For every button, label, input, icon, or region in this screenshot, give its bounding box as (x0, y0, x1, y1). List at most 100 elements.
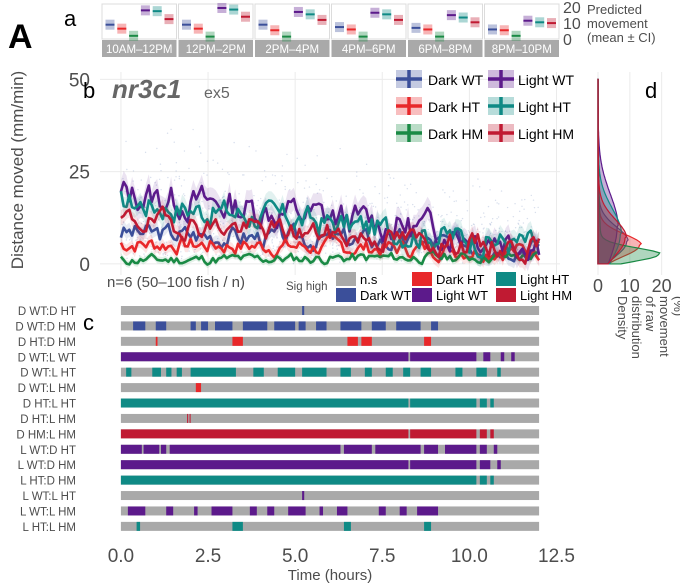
raw-point (174, 199, 177, 201)
raw-point (138, 198, 141, 201)
raw-point (335, 245, 338, 247)
raw-point (482, 236, 484, 239)
heat-segment (127, 506, 146, 516)
raw-point (478, 186, 481, 188)
legend-label: Light HT (518, 99, 571, 115)
raw-point (454, 246, 457, 249)
raw-point (255, 150, 257, 152)
raw-point (175, 170, 177, 172)
raw-point (202, 239, 204, 242)
heat-segment (232, 336, 243, 346)
raw-point (450, 211, 452, 213)
raw-point (221, 239, 224, 242)
raw-point (308, 186, 311, 188)
raw-point (138, 255, 141, 257)
raw-point (482, 232, 484, 234)
raw-point (226, 221, 228, 223)
ytick-a: 10 (563, 16, 581, 33)
raw-point (248, 145, 250, 148)
raw-point (295, 241, 297, 244)
heat-segment (497, 367, 501, 377)
raw-point (339, 147, 341, 150)
heat-segment (424, 521, 432, 531)
raw-point (499, 248, 501, 251)
heat-segment (417, 506, 439, 516)
raw-point (403, 201, 406, 203)
raw-point (391, 223, 393, 226)
raw-point (332, 247, 334, 249)
raw-point (384, 197, 386, 199)
heat-segment (410, 460, 477, 470)
raw-point (181, 245, 184, 247)
raw-point (174, 194, 176, 196)
heat-segment (420, 367, 432, 377)
panel-c: Sig high n.s Dark HT Light HT Dark WT Light W… (15, 272, 575, 584)
raw-point (313, 208, 315, 211)
heat-segment (396, 321, 421, 331)
heat-segment (155, 336, 158, 346)
raw-point (405, 209, 407, 211)
heat-segment (133, 321, 146, 331)
raw-point (338, 252, 341, 254)
raw-point (180, 185, 183, 187)
raw-point (274, 174, 276, 177)
raw-point (489, 224, 492, 226)
heat-segment (343, 521, 351, 531)
raw-point (437, 214, 440, 216)
raw-point (158, 178, 161, 180)
raw-point (208, 205, 210, 207)
raw-point (289, 189, 291, 191)
raw-point (322, 224, 324, 227)
raw-point (409, 183, 412, 186)
panel-label-b: b (83, 78, 95, 103)
raw-point (216, 162, 219, 164)
raw-point (512, 215, 515, 218)
raw-point (122, 177, 124, 180)
raw-point (345, 195, 347, 197)
heat-row-bg (120, 413, 540, 423)
raw-point (223, 195, 225, 198)
raw-point (409, 238, 412, 240)
panel-label-d: d (645, 78, 657, 103)
raw-point (530, 194, 533, 197)
raw-point (359, 188, 361, 191)
raw-point (455, 245, 457, 247)
raw-point (481, 223, 483, 226)
raw-point (480, 216, 482, 219)
raw-point (270, 213, 273, 215)
xtick-d: 0 (593, 276, 603, 296)
heat-row-bg (120, 306, 540, 315)
raw-point (170, 209, 173, 211)
raw-point (230, 219, 233, 222)
legend-swatch-c (336, 288, 356, 302)
raw-point (142, 220, 145, 223)
raw-point (154, 250, 156, 252)
raw-point (472, 185, 474, 187)
raw-point (166, 132, 169, 134)
raw-point (200, 182, 202, 184)
heat-segment (253, 367, 264, 377)
raw-point (407, 204, 409, 206)
raw-point (331, 244, 334, 246)
raw-point (331, 204, 333, 206)
facet-label: 12PM–2PM (186, 44, 246, 56)
raw-point (490, 232, 492, 235)
heat-segment (136, 521, 141, 531)
raw-point (163, 242, 165, 244)
heat-segment (126, 367, 132, 377)
heat-segment (288, 506, 306, 516)
raw-point (460, 226, 462, 228)
raw-point (175, 161, 178, 164)
raw-point (331, 195, 333, 198)
raw-point (323, 201, 325, 204)
raw-point (296, 157, 298, 160)
raw-point (190, 232, 192, 234)
raw-point (298, 246, 301, 249)
raw-point (526, 217, 529, 220)
raw-point (329, 239, 331, 242)
raw-point (519, 226, 521, 229)
raw-point (283, 246, 285, 249)
heat-segment (249, 506, 257, 516)
raw-point (338, 244, 341, 246)
heat-segment (166, 506, 174, 516)
